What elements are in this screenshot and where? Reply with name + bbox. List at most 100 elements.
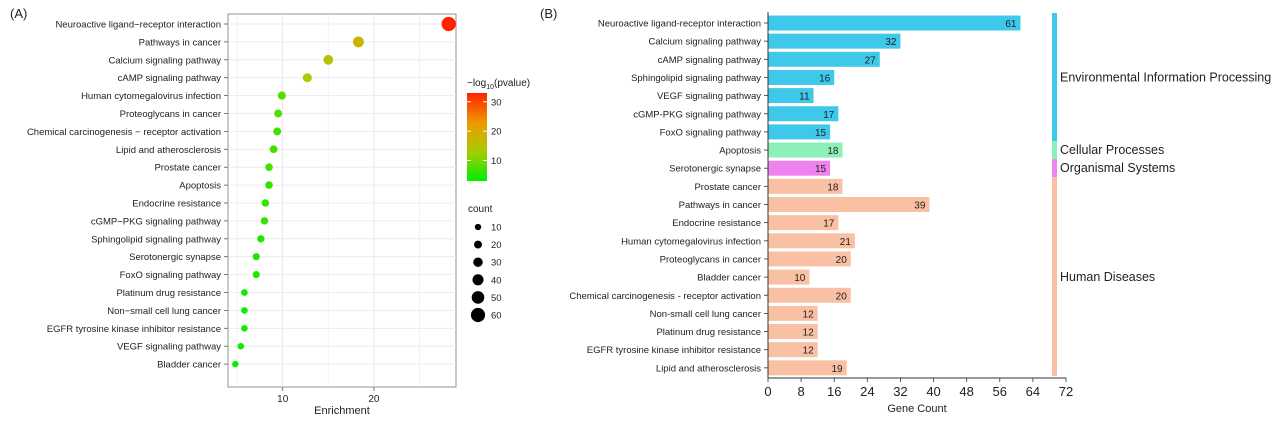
color-legend-tick-label: 20 [491, 127, 502, 138]
bar [768, 124, 831, 140]
size-legend-dot [473, 257, 483, 267]
bar [768, 233, 855, 249]
size-legend-dot [471, 291, 485, 304]
bar-value-label: 32 [885, 37, 897, 48]
x-tick-label: 8 [797, 384, 804, 399]
bar-value-label: 20 [836, 291, 848, 302]
bar [768, 215, 839, 231]
panel-a: (A) Neuroactive ligand−receptor interact… [10, 6, 530, 417]
y-tick-label: Pathways in cancer [139, 37, 221, 48]
size-legend-label: 10 [491, 223, 502, 234]
bar [768, 88, 814, 104]
panel-a-x-axis-title: Enrichment [314, 405, 370, 417]
bar [768, 178, 843, 194]
size-legend-dot [472, 274, 484, 286]
category-group-strip [1052, 13, 1057, 141]
y-tick-label: cGMP−PKG signaling pathway [91, 216, 221, 227]
data-point [352, 36, 364, 48]
y-tick-label: Pathways in cancer [679, 200, 761, 211]
y-tick-label: Sphingolipid signaling pathway [91, 234, 221, 245]
y-tick-label: Bladder cancer [697, 273, 761, 284]
x-tick-label: 24 [860, 384, 874, 399]
data-point [257, 235, 265, 243]
bar-value-label: 12 [803, 346, 815, 357]
y-tick-label: VEGF signaling pathway [657, 91, 761, 102]
category-group-strip [1052, 140, 1057, 160]
y-tick-label: Calcium signaling pathway [109, 55, 222, 66]
panel-b-y-labels: Neuroactive ligand-receptor interaction C… [569, 19, 768, 374]
bar [768, 15, 1021, 31]
panel-a-plot-area [227, 13, 457, 388]
y-tick-label: Lipid and atherosclerosis [116, 145, 221, 156]
bar [768, 251, 851, 267]
x-tick-label: 40 [926, 384, 940, 399]
panel-b-x-axis-title: Gene Count [887, 403, 946, 415]
y-tick-label: Proteoglycans in cancer [120, 109, 221, 120]
y-tick-label: Non-small cell lung cancer [650, 309, 761, 320]
y-tick-label: EGFR tyrosine kinase inhibitor resistanc… [47, 324, 221, 335]
size-legend-label: 30 [491, 258, 502, 269]
y-tick-label: cGMP-PKG signaling pathway [633, 109, 761, 120]
y-tick-label: Chemical carcinogenesis - receptor activ… [569, 291, 761, 302]
y-tick-label: Platinum drug resistance [656, 327, 761, 338]
bar [768, 342, 818, 358]
bar-value-label: 16 [819, 73, 831, 84]
y-tick-label: Endocrine resistance [672, 218, 761, 229]
bar [768, 360, 847, 376]
size-legend-label: 50 [491, 293, 502, 304]
data-point [265, 181, 273, 189]
size-legend-label: 40 [491, 275, 502, 286]
x-tick-label: 16 [827, 384, 841, 399]
color-legend-tick-label: 10 [491, 156, 502, 167]
size-legend-dot [474, 223, 482, 231]
y-tick-label: Human cytomegalovirus infection [81, 91, 221, 102]
panel-b-category-groups: Environmental Information Processing Cell… [1052, 13, 1271, 376]
data-point [323, 54, 334, 65]
data-point [273, 127, 282, 136]
bar-value-label: 10 [794, 273, 806, 284]
y-tick-label: Prostate cancer [694, 182, 761, 193]
bar-value-label: 15 [815, 128, 827, 139]
y-tick-label: Chemical carcinogenesis − receptor activ… [27, 127, 221, 138]
y-tick-label: FoxO signaling pathway [660, 127, 762, 138]
y-tick-label: Serotonergic synapse [129, 252, 221, 263]
bar-value-label: 11 [799, 92, 810, 103]
size-legend-label: 60 [491, 311, 502, 322]
color-legend: −log10(pvalue) 10 20 30 [467, 78, 530, 181]
data-point [237, 342, 245, 350]
data-point [260, 217, 269, 225]
bar [768, 142, 843, 158]
data-point [232, 360, 239, 368]
size-legend-dot [470, 307, 486, 323]
size-legend-items: 10 20 30 40 50 60 [470, 223, 502, 323]
x-tick-label: 32 [893, 384, 907, 399]
y-tick-label: FoxO signaling pathway [120, 270, 222, 281]
color-legend-ticks: 10 20 30 [467, 97, 502, 167]
bar [768, 269, 810, 285]
y-tick-label: Non−small cell lung cancer [107, 306, 221, 317]
data-point [441, 16, 456, 32]
data-point [302, 73, 312, 83]
y-tick-label: Prostate cancer [154, 163, 221, 174]
bar-value-label: 21 [840, 237, 852, 248]
bar-value-label: 18 [827, 182, 839, 193]
bar-value-label: 61 [1005, 19, 1017, 30]
bar [768, 197, 930, 212]
size-legend-dot [474, 240, 482, 249]
color-legend-bar [467, 93, 487, 181]
y-tick-label: Apoptosis [719, 146, 761, 157]
y-tick-label: Apoptosis [179, 181, 221, 192]
bar-value-label: 12 [803, 309, 815, 320]
bar-value-label: 12 [803, 328, 815, 339]
category-group-strip [1052, 159, 1057, 178]
bar-value-label: 39 [914, 201, 926, 212]
y-tick-label: Endocrine resistance [132, 199, 221, 210]
bar-value-label: 19 [832, 364, 844, 375]
data-point [265, 163, 273, 172]
bar [768, 106, 839, 122]
panel-a-y-labels: Neuroactive ligand−receptor interaction P… [27, 20, 228, 371]
y-tick-label: Lipid and atherosclerosis [656, 363, 761, 374]
color-legend-title: −log10(pvalue) [467, 78, 530, 91]
